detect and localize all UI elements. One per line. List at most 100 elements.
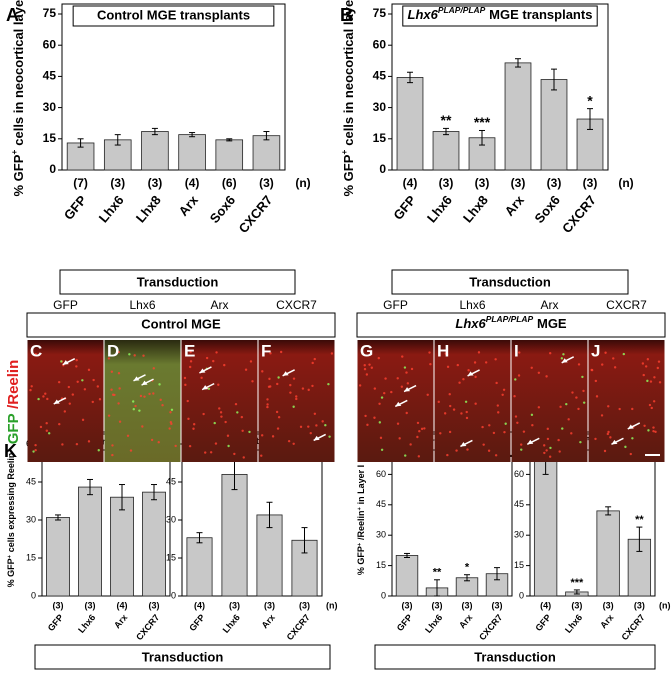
n-label: (3) bbox=[148, 176, 163, 190]
error-bar bbox=[587, 108, 593, 130]
cell bbox=[117, 402, 120, 405]
cell bbox=[652, 426, 655, 429]
cell bbox=[42, 395, 45, 398]
x-tick-label: Lhx6 bbox=[221, 612, 242, 635]
cell bbox=[200, 376, 203, 380]
y-tick-label: 45 bbox=[43, 69, 57, 83]
bar bbox=[215, 139, 244, 171]
cell bbox=[577, 363, 581, 366]
cell bbox=[456, 363, 460, 367]
cell bbox=[631, 437, 634, 440]
text-part: + bbox=[357, 506, 363, 510]
bar bbox=[533, 459, 558, 597]
cell bbox=[439, 432, 442, 435]
n-label: (3) bbox=[547, 176, 562, 190]
text-part: GFP bbox=[5, 413, 22, 444]
micrograph bbox=[511, 340, 588, 462]
group-header bbox=[356, 312, 666, 338]
y-tick-label: 45 bbox=[166, 476, 176, 486]
bar bbox=[395, 555, 419, 597]
significance: *** bbox=[570, 577, 584, 589]
text-part: + bbox=[7, 554, 13, 558]
cell bbox=[214, 442, 218, 445]
x-tick-label: Arx bbox=[502, 192, 528, 219]
cell bbox=[75, 442, 79, 446]
panel-letter: E bbox=[184, 341, 195, 360]
y-tick-label: 0 bbox=[379, 162, 386, 176]
cell bbox=[81, 418, 85, 422]
cell bbox=[420, 427, 424, 431]
cell bbox=[309, 431, 312, 435]
y-tick-label: 15 bbox=[376, 560, 386, 570]
error-bar bbox=[464, 574, 470, 582]
cell bbox=[477, 351, 481, 354]
cell bbox=[157, 441, 160, 444]
cell bbox=[458, 381, 461, 384]
cell bbox=[548, 455, 552, 458]
error-bar bbox=[196, 532, 203, 544]
error-bar bbox=[301, 527, 308, 554]
cell bbox=[492, 431, 496, 435]
cell bbox=[543, 444, 546, 447]
cell bbox=[241, 429, 244, 432]
cell bbox=[646, 379, 649, 383]
n-label: (3) bbox=[571, 600, 582, 610]
cell bbox=[549, 352, 552, 355]
x-tick-label: Lhx6 bbox=[423, 612, 444, 635]
cell bbox=[111, 444, 114, 447]
y-tick-label: 75 bbox=[43, 6, 57, 20]
cell bbox=[34, 443, 37, 447]
cell bbox=[482, 443, 485, 446]
micrograph bbox=[27, 340, 104, 462]
x-tick-label: Arx bbox=[598, 612, 615, 630]
x-tick-label: Arx bbox=[457, 612, 474, 630]
cell bbox=[546, 427, 549, 431]
cell bbox=[158, 383, 161, 386]
n-label: (3) bbox=[229, 600, 240, 610]
arrow-head bbox=[62, 360, 69, 365]
x-tick-label: GFP bbox=[187, 612, 207, 633]
cell bbox=[292, 377, 296, 380]
text-part: /Reelin bbox=[356, 510, 366, 540]
cell bbox=[98, 398, 102, 401]
cell bbox=[466, 448, 469, 451]
n-label: (3) bbox=[462, 600, 473, 610]
y-tick-label: 30 bbox=[43, 100, 57, 114]
x-tick-label: Lhx8 bbox=[460, 192, 491, 225]
cell bbox=[446, 365, 450, 369]
cell bbox=[248, 430, 251, 434]
cell bbox=[192, 423, 196, 426]
cell bbox=[575, 396, 578, 399]
cell bbox=[373, 416, 376, 419]
cell bbox=[577, 407, 580, 411]
cell bbox=[142, 354, 145, 357]
cell bbox=[260, 454, 263, 457]
y-tick-label: 60 bbox=[43, 37, 57, 51]
cell bbox=[139, 394, 143, 398]
cell bbox=[384, 377, 387, 380]
arrow-head bbox=[627, 424, 634, 429]
cell bbox=[504, 422, 507, 425]
x-tick-label: Sox6 bbox=[531, 192, 562, 225]
cell bbox=[429, 362, 432, 366]
cell bbox=[169, 411, 172, 414]
text-part: Lhx6 bbox=[408, 7, 439, 22]
cell bbox=[117, 372, 121, 375]
cell bbox=[75, 358, 78, 362]
bar bbox=[78, 486, 102, 597]
x-tick-label: CXCR7 bbox=[619, 612, 646, 642]
cell bbox=[57, 380, 61, 384]
cell bbox=[474, 402, 477, 405]
y-tick-label: 30 bbox=[514, 530, 524, 540]
text-part: % GFP bbox=[341, 154, 356, 196]
panel-label: Arx bbox=[541, 298, 559, 312]
significance: ** bbox=[441, 112, 452, 128]
y-tick-label: 30 bbox=[373, 100, 387, 114]
cell bbox=[519, 443, 523, 446]
x-label-box bbox=[59, 269, 296, 295]
cell bbox=[543, 451, 546, 455]
n-label: (3) bbox=[299, 600, 310, 610]
cell bbox=[570, 432, 573, 435]
text-part: MGE bbox=[537, 316, 567, 331]
arrow-head bbox=[202, 385, 209, 390]
